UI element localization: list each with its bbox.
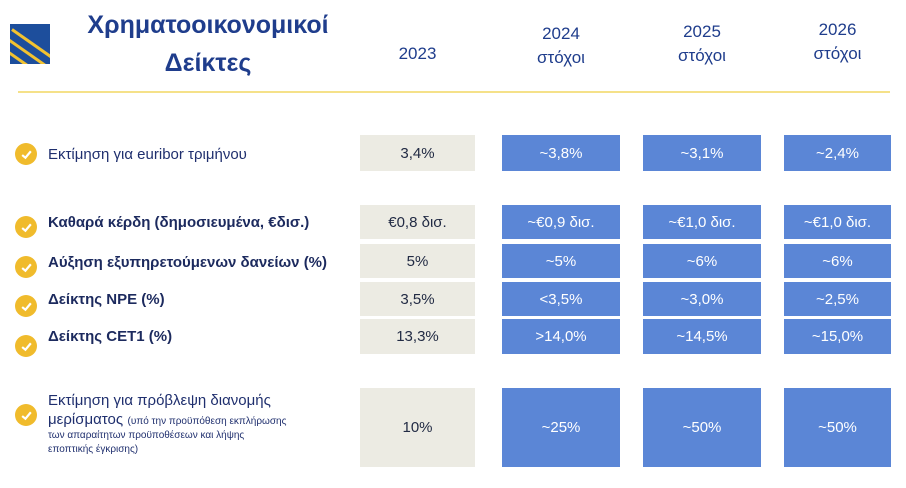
row-label-npe: Δείκτης NPE (%)	[48, 291, 165, 308]
cell-dividend-2025: ~50%	[643, 388, 761, 467]
check-circle-icon	[15, 295, 37, 317]
page-title-line2: Δείκτες	[164, 49, 252, 77]
row-note-dividend-line2: των απαραίτητων προϋποθέσεων και λήψης	[48, 430, 245, 441]
column-subtitle: στόχοι	[537, 48, 585, 67]
cell-net-profit-2023: €0,8 δισ.	[360, 205, 475, 239]
cell-net-profit-2024: ~€0,9 δισ.	[502, 205, 620, 239]
cell-npe-2025: ~3,0%	[643, 282, 761, 316]
column-year: 2023	[398, 44, 437, 63]
cell-loan-growth-2023: 5%	[360, 244, 475, 278]
row-label-dividend-line1: Εκτίμηση για πρόβλεψη διανομής	[48, 392, 271, 409]
cell-euribor-2025: ~3,1%	[643, 135, 761, 171]
page-title: Χρηματοοικονομικοί Δείκτες	[58, 6, 358, 82]
cell-loan-growth-2026: ~6%	[784, 244, 891, 278]
column-year: 2024	[542, 24, 580, 43]
check-circle-icon	[15, 143, 37, 165]
row-label-dividend-line2: μερίσματος	[48, 411, 124, 428]
row-label-loan-growth: Αύξηση εξυπηρετούμενων δανείων (%)	[48, 254, 328, 271]
column-header-2023: 2023	[360, 42, 475, 66]
check-circle-icon	[15, 216, 37, 238]
cell-cet1-2026: ~15,0%	[784, 319, 891, 354]
cell-net-profit-2025: ~€1,0 δισ.	[643, 205, 761, 239]
row-label-cet1: Δείκτης CET1 (%)	[48, 328, 173, 345]
cell-npe-2023: 3,5%	[360, 282, 475, 316]
cell-npe-2026: ~2,5%	[784, 282, 891, 316]
cell-npe-2024: <3,5%	[502, 282, 620, 316]
cell-euribor-2023: 3,4%	[360, 135, 475, 171]
cell-loan-growth-2024: ~5%	[502, 244, 620, 278]
bank-logo	[10, 24, 50, 64]
check-circle-icon	[15, 335, 37, 357]
check-circle-icon	[15, 256, 37, 278]
column-year: 2026	[818, 20, 857, 39]
header-divider	[18, 91, 890, 93]
cell-cet1-2024: >14,0%	[502, 319, 620, 354]
cell-cet1-2023: 13,3%	[360, 319, 475, 354]
row-label-net-profit: Καθαρά κέρδη (δημοσιευμένα, €δισ.)	[48, 214, 310, 231]
column-header-2024: 2024 στόχοι	[502, 22, 620, 70]
row-label-dividend: Εκτίμηση για πρόβλεψη διανομής μερίσματο…	[48, 391, 348, 457]
cell-dividend-2024: ~25%	[502, 388, 620, 467]
cell-dividend-2023: 10%	[360, 388, 475, 467]
cell-dividend-2026: ~50%	[784, 388, 891, 467]
row-note-dividend-line1: (υπό την προϋπόθεση εκπλήρωσης	[127, 416, 287, 427]
row-label-euribor: Εκτίμηση για euribor τριμήνου	[48, 146, 247, 163]
cell-net-profit-2026: ~€1,0 δισ.	[784, 205, 891, 239]
page-title-line1: Χρηματοοικονομικοί	[87, 11, 329, 39]
check-circle-icon	[15, 404, 37, 426]
cell-cet1-2025: ~14,5%	[643, 319, 761, 354]
cell-loan-growth-2025: ~6%	[643, 244, 761, 278]
column-year: 2025	[683, 22, 721, 41]
cell-euribor-2026: ~2,4%	[784, 135, 891, 171]
column-header-2025: 2025 στόχοι	[643, 20, 761, 68]
row-note-dividend-line3: εποπτικής έγκρισης)	[48, 444, 139, 455]
cell-euribor-2024: ~3,8%	[502, 135, 620, 171]
column-subtitle: στόχοι	[678, 46, 726, 65]
column-header-2026: 2026 στόχοι	[784, 18, 891, 66]
column-subtitle: στόχοι	[813, 44, 862, 63]
